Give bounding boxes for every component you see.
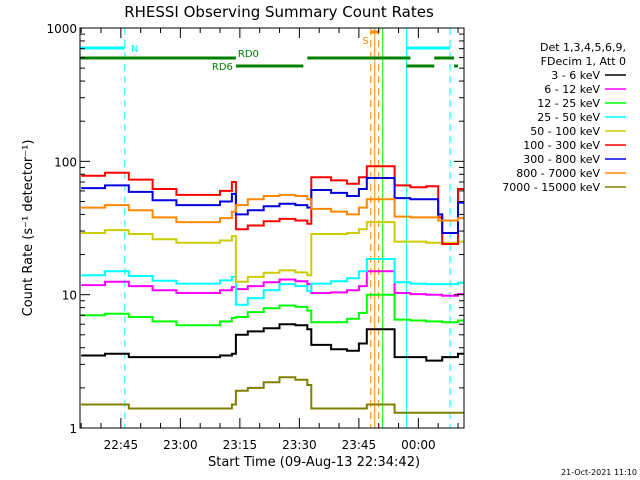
y-tick-label: 10 (62, 289, 77, 303)
legend-header: FDecim 1, Att 0 (541, 55, 626, 68)
x-tick-label: 23:15 (223, 438, 258, 452)
series-line-7000-15000-kev (81, 376, 464, 414)
legend-label-12-25-kev: 12 - 25 keV (537, 97, 600, 110)
series-line-12-25-kev (81, 293, 464, 327)
flag-label-rd0: RD0 (238, 49, 259, 60)
x-tick-label: 23:45 (342, 438, 377, 452)
legend-label-3-6-kev: 3 - 6 keV (551, 69, 600, 82)
legend-label-800-7000-kev: 800 - 7000 keV (516, 167, 600, 180)
series-line-300-800-kev (81, 177, 464, 234)
y-tick-label: 100 (54, 155, 77, 169)
x-tick-label: 00:00 (401, 438, 436, 452)
legend: Det 1,3,4,5,6,9,FDecim 1, Att 03 - 6 keV… (502, 41, 626, 194)
series-line-800-7000-kev (81, 193, 464, 224)
legend-header: Det 1,3,4,5,6,9, (540, 41, 626, 54)
x-tick-label: 23:00 (163, 438, 198, 452)
y-tick-label: 1 (69, 422, 77, 436)
x-axis-label: Start Time (09-Aug-13 22:34:42) (208, 455, 420, 470)
series-layer (81, 165, 464, 414)
y-axis: 1 10 100 1000 (46, 22, 464, 436)
y-tick-label: 1000 (46, 22, 77, 36)
series-line-25-50-kev (81, 258, 464, 306)
series-line-3-6-kev (81, 323, 464, 362)
series-line-6-12-kev (81, 270, 464, 297)
series-line-50-100-kev (81, 221, 464, 283)
legend-label-300-800-kev: 300 - 800 keV (523, 153, 600, 166)
x-axis: 22:45 23:00 23:15 23:30 23:45 00:00 (80, 28, 459, 452)
legend-label-7000-15000-kev: 7000 - 15000 keV (502, 181, 600, 194)
legend-label-50-100-kev: 50 - 100 keV (530, 125, 600, 138)
plot-frame (79, 27, 465, 429)
y-axis-label: Count Rate (s⁻¹ detector⁻¹) (21, 140, 36, 317)
x-tick-label: 22:45 (104, 438, 139, 452)
series-line-100-300-kev (81, 165, 464, 245)
legend-label-100-300-kev: 100 - 300 keV (523, 139, 600, 152)
flag-label-s: S (362, 36, 368, 47)
flag-label-n: N (131, 44, 138, 55)
legend-label-6-12-kev: 6 - 12 keV (544, 83, 600, 96)
flag-layer: N S RD0 RD6 (80, 30, 459, 73)
footer-date: 21-Oct-2021 11:10 (561, 468, 637, 477)
chart-title: RHESSI Observing Summary Count Rates (124, 3, 434, 21)
flag-label-rd6: RD6 (212, 62, 233, 73)
x-tick-label: 23:30 (282, 438, 317, 452)
legend-label-25-50-kev: 25 - 50 keV (537, 111, 600, 124)
